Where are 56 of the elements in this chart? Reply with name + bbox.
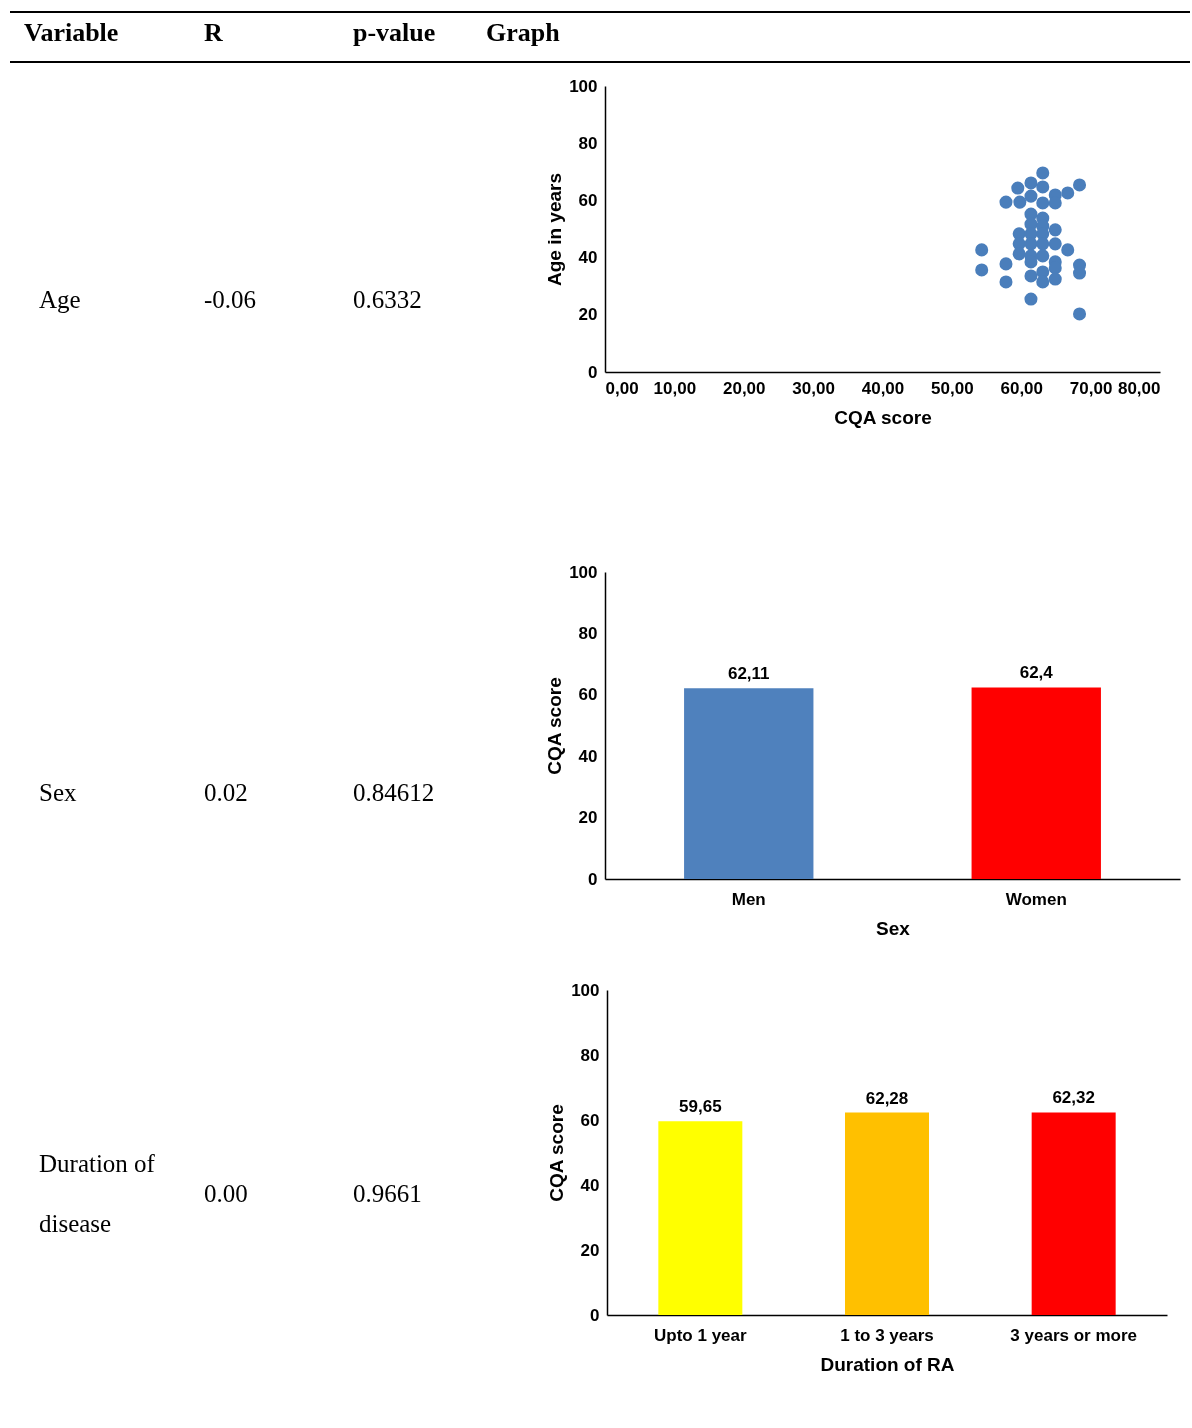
y-tick-label: 100: [569, 76, 598, 96]
text: R: [204, 17, 223, 49]
y-tick-label: 80: [578, 133, 598, 153]
y-tick-label: 0: [588, 869, 598, 889]
x-tick-label: Men: [731, 889, 766, 909]
y-tick-label: 40: [578, 248, 598, 268]
y-tick-label: 60: [578, 190, 598, 210]
y-tick-label: 80: [578, 623, 598, 643]
y-tick-label: 20: [578, 808, 598, 828]
x-tick-label: 50,00: [931, 378, 974, 398]
text: Sex: [39, 778, 78, 808]
y-tick-label: 60: [580, 1110, 600, 1130]
x-tick-label: 60,00: [1000, 378, 1044, 398]
text: p-value: [353, 17, 436, 49]
y-tick-label: 20: [580, 1240, 600, 1260]
y-tick-label: 100: [571, 980, 600, 1000]
y-tick-label: 40: [578, 746, 598, 766]
data-label: 62,11: [727, 664, 770, 684]
text: Duration of disease: [39, 1150, 155, 1237]
data-label: 62,28: [865, 1088, 909, 1108]
text: 0.02: [204, 778, 249, 808]
text: 0.00: [204, 1179, 249, 1209]
x-tick-label: 30,00: [792, 378, 835, 398]
y-tick-label: 20: [578, 305, 598, 325]
x-axis-title: Duration of RA: [820, 1353, 955, 1375]
text: 0.6332: [353, 285, 423, 315]
x-axis-title: CQA score: [834, 406, 932, 428]
x-tick-label: 1 to 3 years: [840, 1325, 934, 1345]
text: 0.9661: [353, 1179, 423, 1209]
text: -0.06: [204, 285, 258, 315]
data-label: 62,32: [1052, 1088, 1095, 1108]
x-tick-label: Women: [1005, 889, 1067, 909]
x-tick-label: 80,00: [1117, 378, 1161, 398]
x-tick-label: 10,00: [653, 378, 697, 398]
y-axis-title: CQA score: [546, 1104, 568, 1202]
y-axis-title: CQA score: [544, 677, 566, 775]
x-tick-label: 40,00: [861, 378, 905, 398]
y-tick-label: 80: [580, 1045, 600, 1065]
y-tick-label: 60: [578, 685, 598, 705]
x-tick-label: 20,00: [722, 378, 766, 398]
text: Age: [39, 285, 82, 315]
x-tick-label: Upto 1 year: [654, 1325, 748, 1345]
y-tick-label: 0: [588, 362, 598, 382]
text: 0.84612: [353, 778, 436, 808]
y-tick-label: 40: [580, 1175, 600, 1195]
text: Variable: [24, 17, 119, 49]
y-tick-label: 0: [590, 1305, 600, 1325]
y-tick-label: 100: [569, 562, 598, 582]
data-label: 59,65: [679, 1097, 722, 1117]
data-label: 62,4: [1019, 663, 1054, 683]
x-tick-label: 70,00: [1069, 378, 1113, 398]
x-tick-label: 3 years or more: [1010, 1325, 1137, 1345]
x-tick-label: 0,00: [605, 378, 639, 398]
x-axis-title: Sex: [876, 917, 911, 939]
text: Graph: [486, 17, 560, 49]
y-axis-title: Age in years: [544, 173, 566, 286]
